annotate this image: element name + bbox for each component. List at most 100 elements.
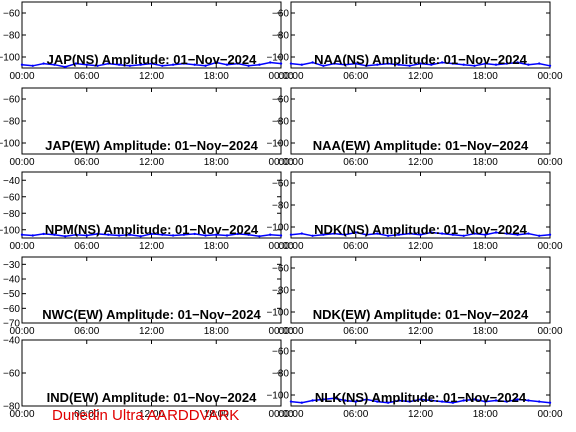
data-point xyxy=(117,234,121,237)
data-point xyxy=(31,234,34,237)
data-point xyxy=(117,63,121,66)
chart-title: NDK(EW) Amplitude: 01−Nov−2024 xyxy=(313,307,529,322)
data-point xyxy=(225,63,229,66)
data-point xyxy=(215,61,218,64)
data-point xyxy=(419,62,422,65)
data-point xyxy=(63,65,67,69)
x-tick-label: 06:00 xyxy=(343,326,368,337)
data-point xyxy=(333,232,336,235)
x-tick-label: 06:00 xyxy=(343,157,368,168)
data-point xyxy=(484,233,487,236)
data-point xyxy=(311,234,314,237)
data-point xyxy=(204,234,207,237)
data-point xyxy=(548,233,552,236)
data-point xyxy=(494,231,498,234)
y-tick-label: −60 xyxy=(272,347,289,358)
data-point xyxy=(161,233,164,236)
data-point xyxy=(20,233,24,236)
x-tick-label: 18:00 xyxy=(204,71,229,82)
data-point xyxy=(300,63,303,66)
x-tick-label: 18:00 xyxy=(473,409,498,420)
x-tick-label: 06:00 xyxy=(74,241,99,252)
y-tick-label: −60 xyxy=(3,304,20,315)
data-point xyxy=(322,233,325,236)
data-point xyxy=(516,398,519,401)
y-tick-label: −40 xyxy=(3,275,20,286)
x-tick-label: 00:00 xyxy=(268,157,293,168)
data-point xyxy=(408,64,411,68)
x-tick-label: 12:00 xyxy=(139,326,164,337)
data-point xyxy=(484,400,487,403)
data-point xyxy=(258,235,261,238)
x-tick-label: 00:00 xyxy=(537,157,562,168)
data-point xyxy=(430,399,433,402)
data-point xyxy=(236,62,239,65)
y-tick-label: −100 xyxy=(0,139,20,150)
data-point xyxy=(31,64,34,68)
data-point xyxy=(20,63,24,66)
x-tick-label: 18:00 xyxy=(204,409,229,420)
data-point xyxy=(354,62,357,65)
data-point xyxy=(182,233,186,236)
y-tick-label: −100 xyxy=(266,139,289,150)
y-tick-label: −80 xyxy=(3,117,20,128)
data-point xyxy=(300,232,303,235)
y-tick-label: −100 xyxy=(266,391,289,402)
data-point xyxy=(53,233,56,236)
x-tick-label: 18:00 xyxy=(473,241,498,252)
data-point xyxy=(430,231,433,234)
y-tick-label: −80 xyxy=(272,117,289,128)
footer-label: Dunedin Ultra AARDDVARK xyxy=(52,407,240,424)
x-tick-label: 06:00 xyxy=(74,71,99,82)
data-point xyxy=(484,62,487,65)
y-tick-label: −80 xyxy=(3,402,20,413)
data-point xyxy=(42,62,45,65)
data-point xyxy=(365,233,368,236)
x-tick-label: 18:00 xyxy=(473,71,498,82)
data-point xyxy=(376,400,379,403)
data-point xyxy=(494,399,498,402)
y-tick-label: −100 xyxy=(266,53,289,64)
y-tick-label: −100 xyxy=(266,223,289,234)
data-point xyxy=(376,232,379,235)
data-point xyxy=(311,61,314,64)
x-tick-label: 00:00 xyxy=(537,409,562,420)
y-tick-label: −80 xyxy=(272,286,289,297)
x-tick-label: 12:00 xyxy=(139,71,164,82)
data-point xyxy=(386,62,390,65)
y-tick-label: −100 xyxy=(0,53,20,64)
x-tick-label: 18:00 xyxy=(473,157,498,168)
data-point xyxy=(516,61,519,64)
data-point xyxy=(96,232,99,236)
data-point xyxy=(96,64,99,68)
data-point xyxy=(300,401,303,404)
x-tick-label: 18:00 xyxy=(204,326,229,337)
data-point xyxy=(322,64,325,68)
data-point xyxy=(538,234,541,237)
y-tick-label: −60 xyxy=(272,179,289,190)
y-tick-label: −80 xyxy=(272,369,289,380)
data-point xyxy=(225,234,229,237)
data-point xyxy=(161,64,164,68)
x-tick-label: 12:00 xyxy=(408,241,433,252)
data-point xyxy=(494,63,498,66)
y-tick-label: −70 xyxy=(3,319,20,330)
data-point xyxy=(343,63,347,66)
data-point xyxy=(150,232,153,236)
data-point xyxy=(430,63,433,66)
data-point xyxy=(139,235,142,238)
y-tick-label: −80 xyxy=(3,31,20,42)
data-point xyxy=(193,63,196,66)
data-point xyxy=(333,397,336,400)
data-point xyxy=(354,400,357,403)
y-tick-label: −80 xyxy=(3,209,20,220)
data-point xyxy=(236,232,239,236)
data-point xyxy=(333,62,336,65)
x-tick-label: 00:00 xyxy=(9,157,34,168)
x-tick-label: 06:00 xyxy=(74,409,99,420)
x-tick-label: 06:00 xyxy=(343,409,368,420)
chart-title: JAP(EW) Amplitude: 01−Nov−2024 xyxy=(45,138,258,153)
data-point xyxy=(548,64,552,68)
data-point xyxy=(462,399,465,402)
